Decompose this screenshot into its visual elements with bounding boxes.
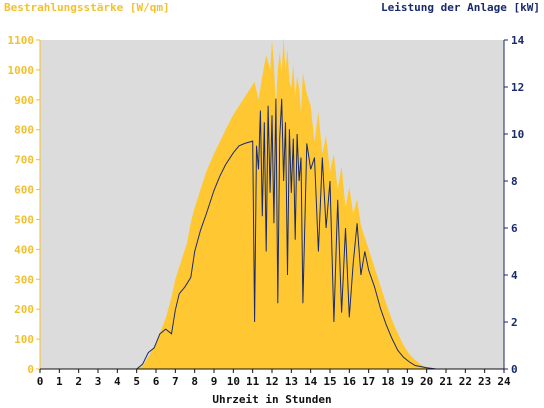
x-tick-label: 8 <box>191 375 198 388</box>
right-y-tick-label: 12 <box>511 81 524 94</box>
x-tick-label: 11 <box>246 375 260 388</box>
left-y-tick-label: 900 <box>14 94 34 107</box>
x-tick-label: 14 <box>304 375 318 388</box>
x-tick-label: 23 <box>478 375 491 388</box>
x-tick-label: 9 <box>211 375 218 388</box>
x-tick-label: 3 <box>95 375 102 388</box>
irradiance-area <box>40 37 504 369</box>
right-axis-title: Leistung der Anlage [kW] <box>381 1 540 14</box>
x-tick-label: 16 <box>343 375 357 388</box>
left-y-tick-label: 500 <box>14 213 34 226</box>
x-tick-label: 10 <box>227 375 240 388</box>
x-tick-label: 4 <box>114 375 121 388</box>
left-y-tick-label: 200 <box>14 303 34 316</box>
x-tick-label: 24 <box>497 375 511 388</box>
power-line <box>40 98 504 370</box>
x-tick-label: 0 <box>37 375 44 388</box>
x-tick-label: 2 <box>75 375 82 388</box>
x-tick-label: 5 <box>133 375 140 388</box>
x-axis-label: Uhrzeit in Stunden <box>212 393 332 406</box>
x-tick-label: 1 <box>56 375 63 388</box>
x-tick-label: 15 <box>323 375 336 388</box>
right-y-tick-label: 10 <box>511 128 524 141</box>
left-y-tick-label: 100 <box>14 333 34 346</box>
x-tick-label: 7 <box>172 375 179 388</box>
left-y-tick-label: 300 <box>14 273 34 286</box>
left-y-tick-label: 400 <box>14 243 34 256</box>
right-y-tick-label: 8 <box>511 175 518 188</box>
x-tick-label: 21 <box>439 375 453 388</box>
x-tick-label: 12 <box>265 375 278 388</box>
right-y-tick-label: 2 <box>511 316 518 329</box>
left-y-tick-label: 1100 <box>8 34 35 47</box>
left-y-tick-label: 700 <box>14 154 34 167</box>
x-tick-label: 22 <box>459 375 472 388</box>
left-y-tick-label: 1000 <box>8 64 35 77</box>
left-axis-title: Bestrahlungsstärke [W/qm] <box>4 1 170 14</box>
x-tick-label: 20 <box>420 375 433 388</box>
right-y-tick-label: 0 <box>511 363 518 376</box>
x-tick-label: 6 <box>153 375 160 388</box>
right-y-tick-label: 14 <box>511 34 525 47</box>
left-y-tick-label: 0 <box>27 363 34 376</box>
x-tick-label: 18 <box>381 375 394 388</box>
x-tick-label: 17 <box>362 375 375 388</box>
left-y-tick-label: 600 <box>14 184 34 197</box>
left-y-tick-label: 800 <box>14 124 34 137</box>
x-tick-label: 13 <box>285 375 298 388</box>
x-tick-label: 19 <box>401 375 414 388</box>
right-y-tick-label: 6 <box>511 222 518 235</box>
right-y-tick-label: 4 <box>511 269 518 282</box>
